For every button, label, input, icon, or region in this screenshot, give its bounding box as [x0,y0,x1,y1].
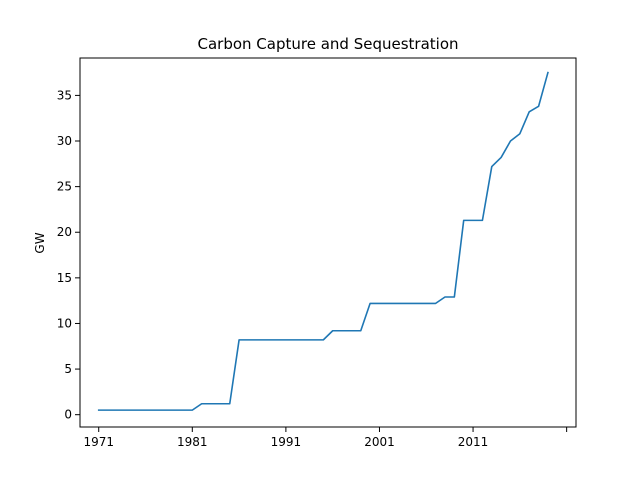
x-tick-label: 1991 [271,435,302,449]
y-tick-label: 10 [57,316,72,330]
chart-title: Carbon Capture and Sequestration [198,35,459,53]
x-tick-label: 2011 [458,435,489,449]
y-tick-label: 15 [57,271,72,285]
y-tick-label: 20 [57,225,72,239]
plot-frame [79,57,577,428]
y-tick-label: 35 [57,88,72,102]
y-tick-label: 25 [57,180,72,194]
x-tick-label: 1981 [177,435,208,449]
x-tick-label: 2001 [364,435,395,449]
y-tick-label: 5 [64,362,72,376]
y-axis-label: GW [33,232,47,253]
y-tick-label: 30 [57,134,72,148]
x-tick-label: 1971 [83,435,114,449]
series-line [97,71,549,411]
y-tick-label: 0 [64,408,72,422]
